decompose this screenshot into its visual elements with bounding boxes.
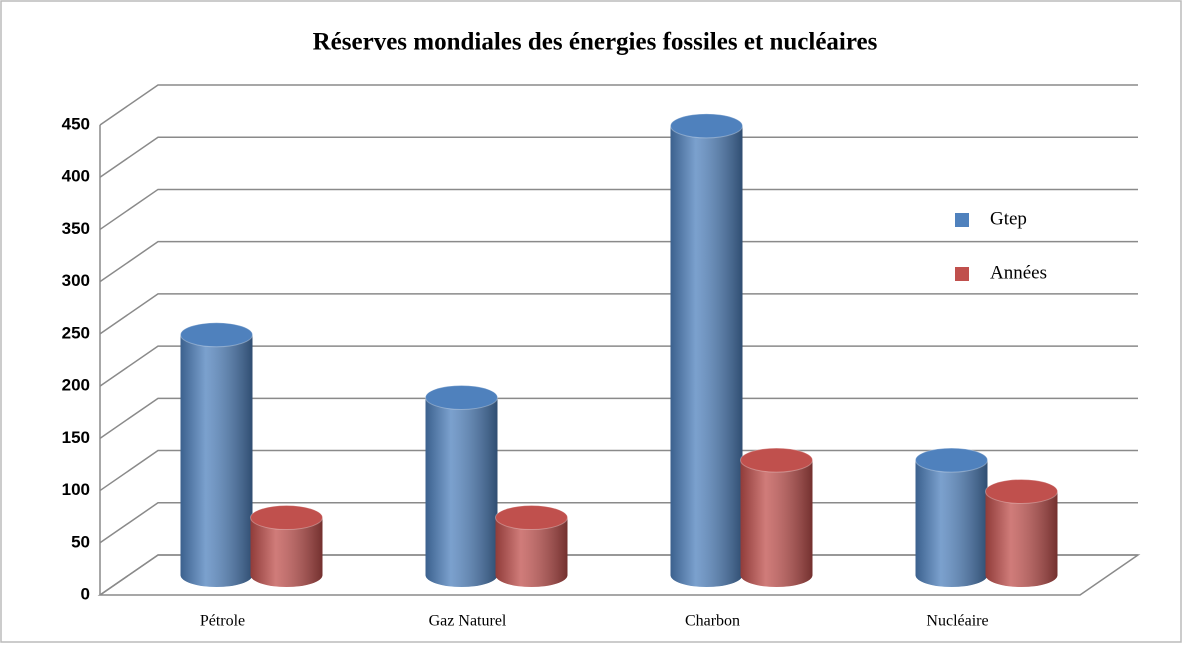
y-tick-label: 50: [71, 532, 90, 551]
cylinder-top: [985, 478, 1058, 504]
grid-line: [99, 240, 1138, 283]
cylinder-top: [180, 322, 253, 348]
cylinder-top: [740, 447, 813, 473]
cylinder-shade: [915, 460, 988, 587]
legend-swatch: [955, 267, 969, 281]
grid-line: [99, 136, 1138, 178]
chart-title: Réserves mondiales des énergies fossiles…: [313, 29, 878, 56]
x-tick-label: Nucléaire: [926, 613, 988, 630]
cylinder-top: [425, 384, 498, 410]
grid-line: [99, 397, 1138, 439]
cylinder-top: [915, 447, 988, 473]
grid-line: [99, 449, 1138, 492]
cylinder-top: [250, 505, 323, 531]
y-tick-label: 100: [62, 480, 90, 499]
y-tick-label: 350: [62, 219, 90, 238]
cylinder-shade: [740, 460, 813, 587]
cylinder-top: [670, 113, 743, 139]
cylinder-shade: [250, 517, 323, 587]
cylinder-shade: [985, 491, 1058, 587]
legend-label: Gtep: [990, 208, 1027, 229]
legend-swatch: [955, 213, 969, 227]
cylinder-top: [495, 505, 568, 531]
cylinder-shade: [180, 334, 253, 587]
legend-label: Années: [990, 262, 1047, 283]
cylinder-shade: [425, 397, 498, 587]
cylinder-shade: [670, 125, 743, 587]
x-tick-label: Pétrole: [200, 613, 245, 630]
grid-line: [99, 84, 1138, 126]
y-tick-label: 0: [81, 584, 90, 603]
y-tick-label: 150: [62, 428, 90, 447]
y-tick-label: 300: [62, 271, 90, 290]
grid-line: [99, 188, 1138, 231]
y-tick-label: 250: [62, 323, 90, 342]
y-tick-label: 450: [62, 114, 90, 133]
y-tick-label: 400: [62, 167, 90, 186]
grid-line: [99, 345, 1138, 387]
cylinder-shade: [495, 517, 568, 587]
x-tick-label: Gaz Naturel: [429, 613, 507, 630]
grid-line: [99, 293, 1138, 335]
y-tick-label: 200: [62, 376, 90, 395]
x-tick-label: Charbon: [685, 613, 740, 630]
